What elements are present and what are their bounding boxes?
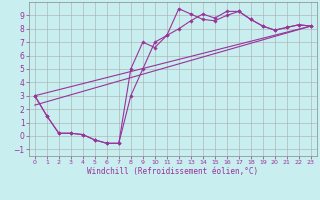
X-axis label: Windchill (Refroidissement éolien,°C): Windchill (Refroidissement éolien,°C): [87, 167, 258, 176]
